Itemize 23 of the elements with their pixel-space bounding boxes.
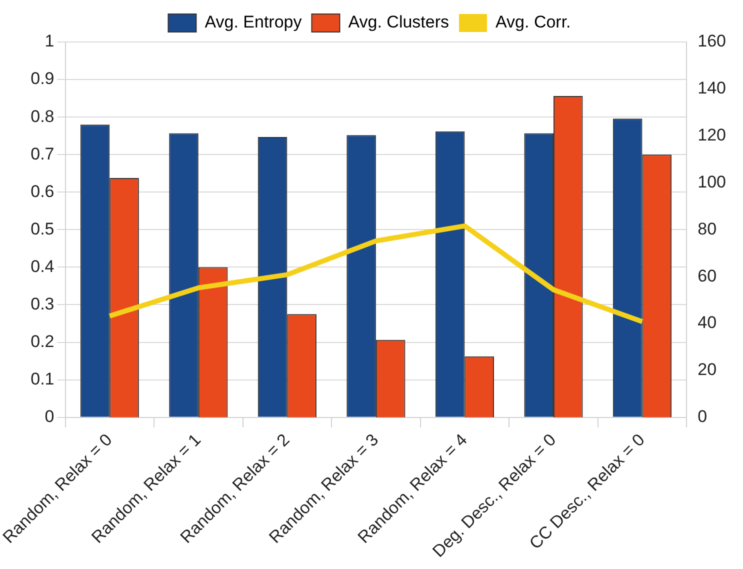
legend-label: Avg. Entropy bbox=[204, 12, 302, 32]
y-tick-label: 0.8 bbox=[30, 106, 54, 126]
legend-label: Avg. Corr. bbox=[496, 12, 571, 32]
y2-tick-label: 160 bbox=[698, 32, 726, 51]
y-tick-label: 0.5 bbox=[30, 219, 54, 238]
legend-label: Avg. Clusters bbox=[348, 12, 450, 32]
y2-tick-label: 60 bbox=[698, 266, 717, 286]
y-tick-label: 0.2 bbox=[30, 332, 54, 351]
y-tick-label: 0.9 bbox=[30, 69, 54, 88]
y-tick-label: 0 bbox=[44, 407, 54, 426]
y-tick-label: 0.3 bbox=[30, 294, 54, 314]
y-tick-label: 0.7 bbox=[30, 144, 54, 164]
y-tick-label: 1 bbox=[44, 32, 54, 51]
y2-tick-label: 0 bbox=[698, 407, 708, 426]
y2-tick-label: 80 bbox=[698, 219, 717, 238]
y-tick-label: 0.1 bbox=[30, 369, 54, 388]
y2-tick-label: 40 bbox=[698, 313, 717, 332]
y2-tick-label: 140 bbox=[698, 78, 726, 98]
y-tick-label: 0.6 bbox=[30, 182, 54, 201]
y-tick-label: 0.4 bbox=[30, 256, 54, 276]
y2-tick-label: 100 bbox=[698, 172, 726, 192]
y2-tick-label: 120 bbox=[698, 126, 726, 145]
y2-tick-label: 20 bbox=[698, 360, 717, 380]
